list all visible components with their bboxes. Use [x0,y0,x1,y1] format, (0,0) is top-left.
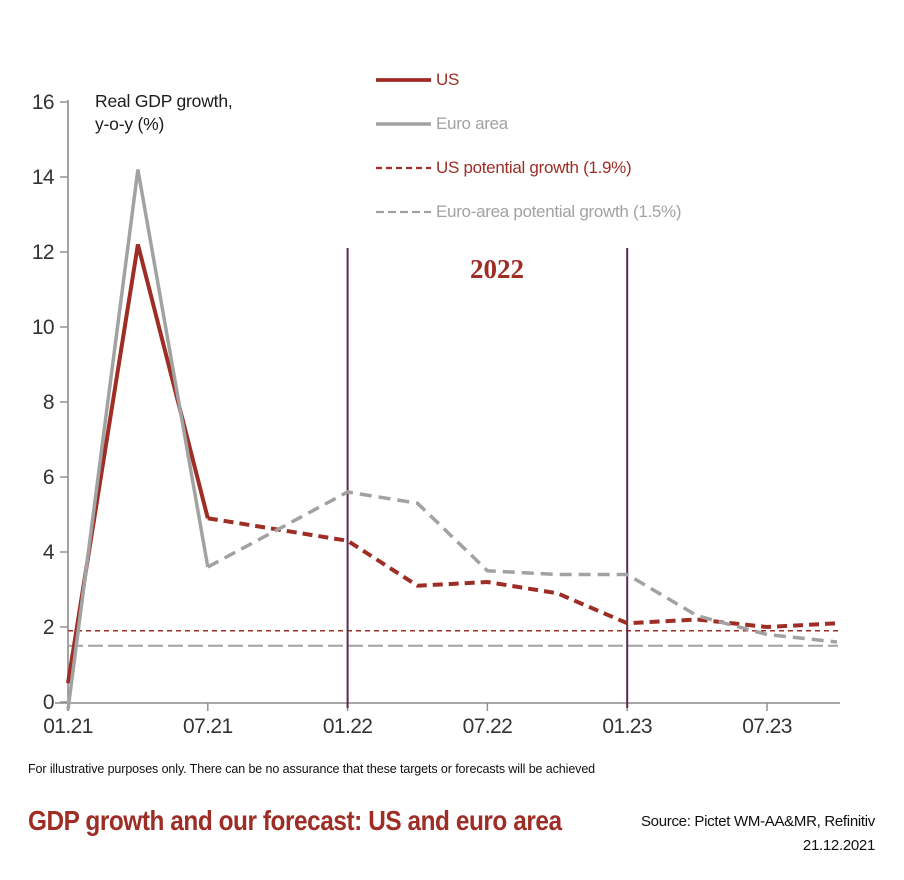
legend-label-euro-area: Euro area [436,114,508,133]
series-line [207,516,838,630]
year-annotation: 2022 [470,254,524,284]
y-tick-label: 14 [32,166,55,189]
legend-item-euro-potential: Euro-area potential growth (1.5%) [375,200,682,224]
y-axis-title-line1: Real GDP growth, [95,91,233,111]
y-tick-label: 16 [32,91,54,114]
source-date: 21.12.2021 [802,837,875,854]
disclaimer-text: For illustrative purposes only. There ca… [28,762,596,776]
euro-potential-line-swatch [376,210,431,214]
y-tick-label: 4 [43,541,55,564]
y-tick-label: 8 [43,391,54,414]
x-tick-label: 07.22 [463,715,513,738]
us-potential-line-swatch [376,166,431,170]
legend-label-us-potential: US potential growth (1.9%) [436,158,632,177]
series-line [66,169,210,710]
series-line [66,244,210,684]
us-line-swatch [376,78,431,82]
x-tick-label: 07.21 [183,715,233,738]
line-chart: 0 2 4 6 8 10 12 14 16 01.21 07.21 01.22 07.22 01.23 07… [32,91,840,738]
x-tick-label: 01.23 [602,715,652,738]
x-tick-label: 01.22 [323,715,373,738]
legend-item-euro-area: Euro area [375,112,681,136]
legend-label-euro-potential: Euro-area potential growth (1.5%) [436,202,682,221]
y-tick-label: 2 [43,616,54,639]
legend-item-us: US [375,68,681,92]
y-axis-title: Real GDP growth, y-o-y (%) [95,90,233,136]
y-axis-title-line2: y-o-y (%) [95,114,165,134]
y-tick-label: 10 [32,316,54,339]
source-block: Source: Pictet WM-AA&MR, Refinitiv 21.12… [641,810,875,858]
y-tick-label: 6 [43,466,54,489]
euro-area-line-swatch [376,122,431,126]
source-line: Source: Pictet WM-AA&MR, Refinitiv [640,813,875,830]
figure-title: GDP growth and our forecast: US and euro… [28,805,562,836]
x-tick-label: 01.21 [43,715,93,738]
legend-label-us: US [436,70,460,89]
legend: US Euro area US potential growth (1.9%) … [375,68,682,244]
legend-item-us-potential: US potential growth (1.9%) [375,156,681,180]
x-tick-label: 07.23 [742,715,792,738]
series-line [206,490,838,644]
y-tick-label: 12 [32,241,54,264]
y-tick-label: 0 [43,691,54,714]
